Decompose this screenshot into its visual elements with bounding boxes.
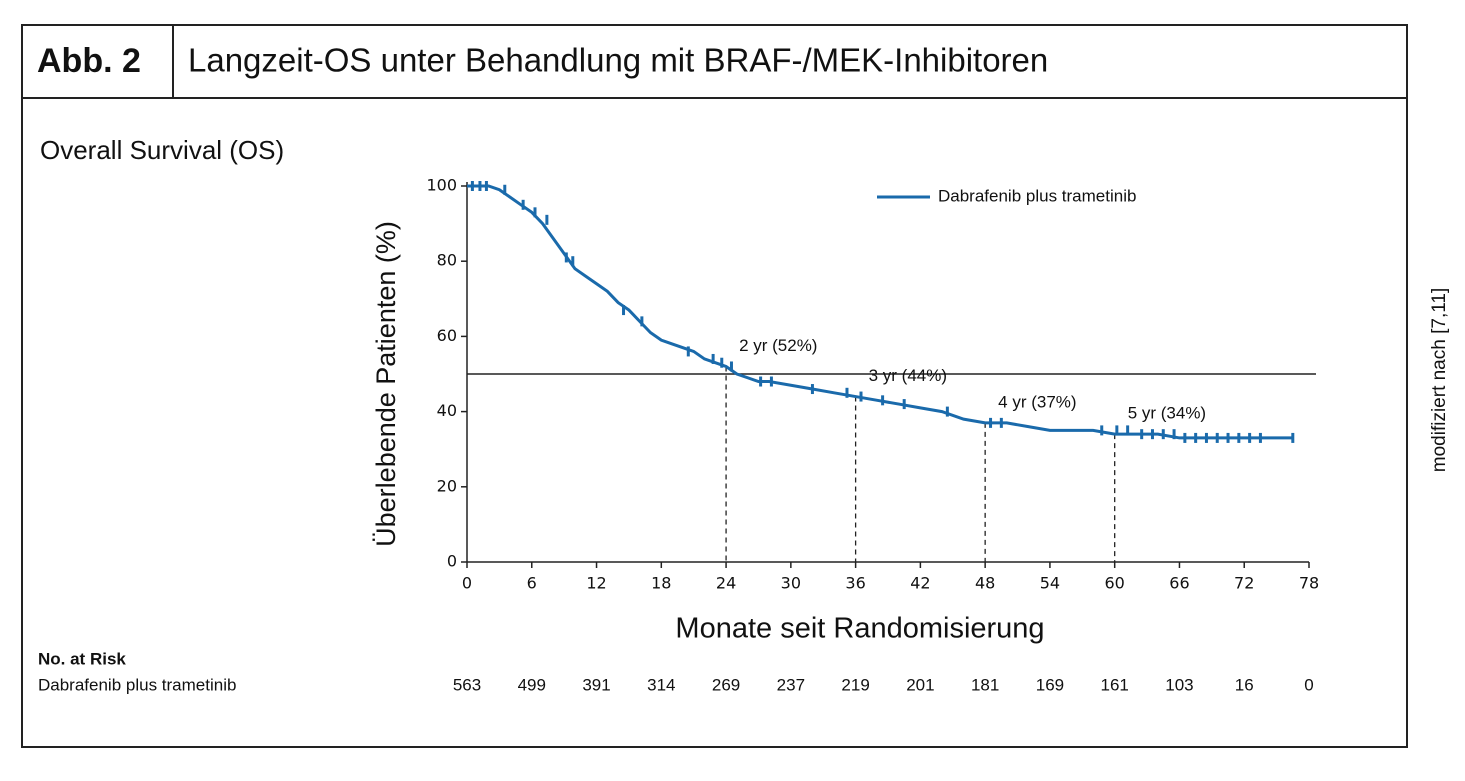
risk-value: 201	[906, 675, 934, 694]
x-tick-label: 30	[781, 574, 801, 593]
risk-value: 161	[1101, 675, 1129, 694]
risk-value: 499	[518, 675, 546, 694]
risk-value: 219	[841, 675, 869, 694]
risk-value: 0	[1304, 675, 1313, 694]
y-tick-label: 40	[437, 401, 457, 420]
x-tick-label: 54	[1040, 574, 1060, 593]
x-tick-label: 48	[975, 574, 995, 593]
x-tick-label: 0	[462, 574, 472, 593]
source-note: modifiziert nach [7,11]	[1429, 288, 1450, 472]
risk-value: 16	[1235, 675, 1254, 694]
y-axis-label: Überlebende Patienten (%)	[371, 221, 401, 547]
y-tick-label: 20	[437, 476, 457, 495]
y-tick-label: 60	[437, 326, 457, 345]
figure-title: Langzeit-OS unter Behandlung mit BRAF-/M…	[188, 42, 1048, 79]
x-axis-label: Monate seit Randomisierung	[675, 613, 1044, 645]
x-tick-label: 72	[1234, 574, 1254, 593]
risk-value: 391	[582, 675, 610, 694]
frame	[21, 24, 1408, 748]
annotation: 4 yr (37%)	[998, 392, 1076, 411]
risk-value: 237	[777, 675, 805, 694]
risk-value: 314	[647, 675, 675, 694]
risk-value: 269	[712, 675, 740, 694]
x-tick-label: 42	[910, 574, 930, 593]
chart-subtitle: Overall Survival (OS)	[40, 135, 284, 165]
x-tick-label: 78	[1299, 574, 1319, 593]
risk-table-title: No. at Risk	[38, 649, 126, 668]
risk-value: 103	[1165, 675, 1193, 694]
x-tick-label: 36	[845, 574, 865, 593]
x-tick-label: 6	[527, 574, 537, 593]
annotation: 3 yr (44%)	[869, 366, 947, 385]
legend-label: Dabrafenib plus trametinib	[938, 186, 1136, 205]
risk-value: 169	[1036, 675, 1064, 694]
y-tick-label: 80	[437, 251, 457, 270]
risk-row-label: Dabrafenib plus trametinib	[38, 675, 236, 694]
y-tick-label: 100	[426, 176, 457, 195]
x-tick-label: 12	[586, 574, 606, 593]
annotation: 5 yr (34%)	[1128, 404, 1206, 423]
risk-value: 181	[971, 675, 999, 694]
x-tick-label: 60	[1105, 574, 1125, 593]
survival-curve	[467, 184, 1293, 440]
x-tick-label: 24	[716, 574, 736, 593]
x-tick-label: 18	[651, 574, 671, 593]
annotation: 2 yr (52%)	[739, 336, 817, 355]
y-tick-label: 0	[447, 552, 457, 571]
risk-value: 563	[453, 675, 481, 694]
figure-label: Abb. 2	[37, 42, 141, 80]
x-tick-label: 66	[1169, 574, 1189, 593]
